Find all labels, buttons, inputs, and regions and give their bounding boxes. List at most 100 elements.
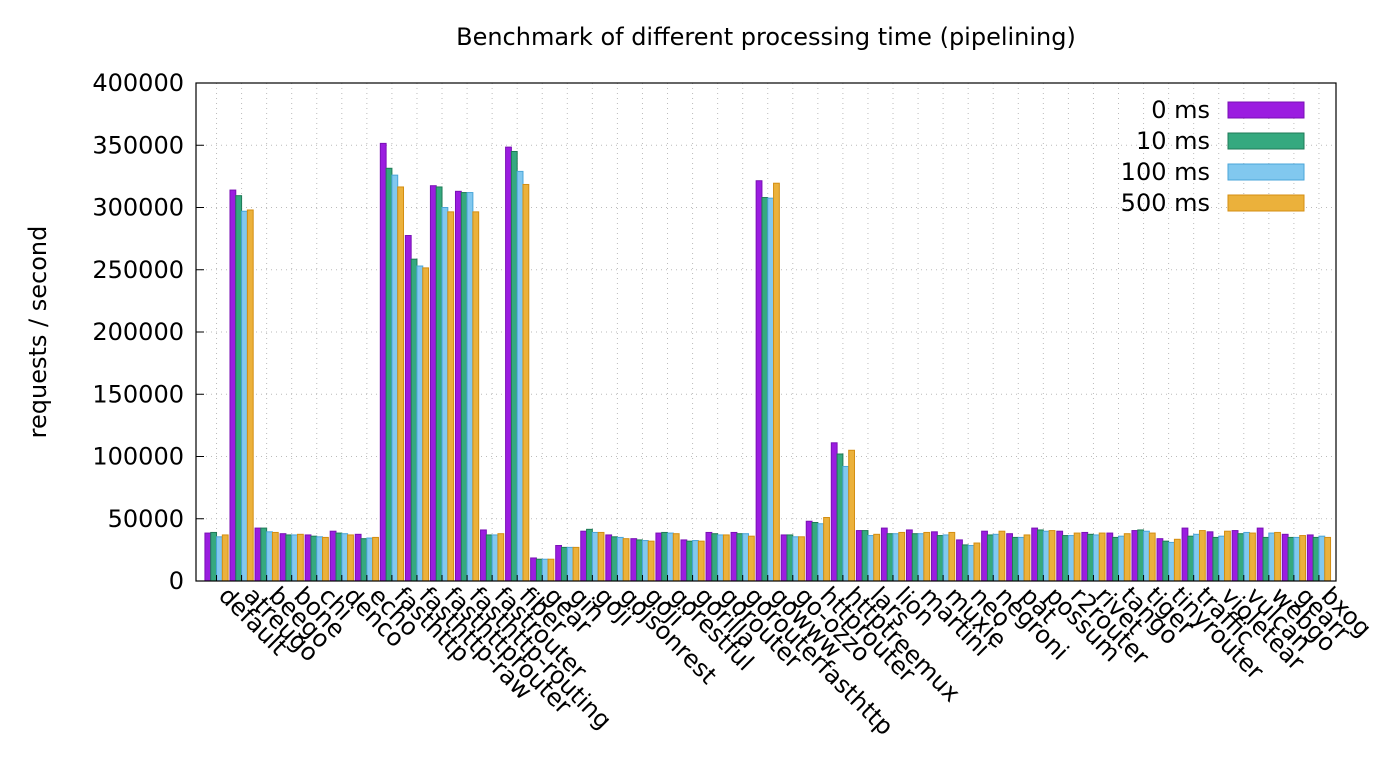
bar-500ms [773,182,780,582]
bar-500ms [873,533,881,582]
bar-10ms [210,531,218,582]
bar-500ms [823,517,830,582]
bar-0ms [1131,530,1139,582]
bar-0ms [379,142,387,582]
bar-0ms [279,533,287,582]
bar-500ms [848,449,856,582]
bar-100ms [1168,541,1175,582]
bar-10ms [861,530,869,582]
bar-10ms [435,186,443,582]
bar-100ms [842,465,850,582]
bar-10ms [385,167,393,582]
bar-100ms [892,533,900,582]
bar-500ms [372,536,379,582]
bar-500ms [622,538,630,582]
bar-100ms [391,174,399,582]
bar-0ms [981,530,988,582]
y-tick-label: 50000 [108,505,184,533]
y-tick-label: 250000 [92,256,184,284]
bar-0ms [1256,527,1264,582]
bar-0ms [1281,533,1289,582]
bar-10ms [836,453,844,582]
bar-10ms [335,532,343,582]
bar-0ms [1156,538,1164,582]
bar-100ms [341,533,349,582]
bar-500ms [522,183,530,582]
bar-10ms [360,538,368,582]
bar-100ms [591,531,599,582]
bar-100ms [767,197,775,582]
bar-100ms [1017,536,1025,582]
bar-500ms [472,211,480,582]
bar-500ms [497,533,505,582]
bar-100ms [416,265,424,582]
bar-0ms [931,531,938,582]
bar-100ms [1318,535,1326,582]
x-axis-ticks: defaultatreugobeegobonechidencoechofasth… [213,575,1377,741]
bar-500ms [447,211,455,582]
legend-label: 500 ms [1121,189,1210,217]
bar-10ms [1162,540,1170,582]
bar-500ms [1274,531,1281,582]
bar-10ms [711,533,719,582]
bar-10ms [285,534,293,582]
bar-100ms [241,210,248,582]
bar-500ms [1023,534,1031,582]
bar-500ms [246,209,254,582]
bar-500ms [397,186,405,582]
bar-100ms [1293,536,1301,582]
bar-100ms [942,534,950,582]
bar-0ms [655,532,663,582]
bar-100ms [291,534,298,582]
legend-swatch [1227,101,1305,119]
bar-0ms [1031,527,1039,582]
legend-label: 100 ms [1121,158,1210,186]
bar-10ms [535,558,543,582]
bar-10ms [310,535,318,582]
bar-100ms [441,207,449,582]
bar-100ms [1193,533,1200,582]
bar-0ms [404,235,412,582]
legend-swatch [1227,132,1305,150]
legend-label: 0 ms [1151,96,1210,124]
chart-title: Benchmark of different processing time (… [456,23,1076,51]
bar-500ms [798,536,805,582]
bar-10ms [1011,536,1019,582]
bar-500ms [647,540,655,582]
y-tick-label: 400000 [92,69,184,97]
bar-100ms [1092,534,1100,582]
bar-100ms [516,170,524,582]
bar-0ms [454,190,462,582]
bar-500ms [597,531,605,582]
bar-0ms [429,185,437,582]
bar-10ms [761,197,769,582]
bar-10ms [260,527,268,582]
bar-0ms [956,539,963,582]
bar-10ms [460,192,468,582]
bar-0ms [830,442,838,582]
bar-10ms [560,546,568,582]
bar-10ms [410,258,418,582]
bar-500ms [572,546,580,582]
bar-500ms [1148,532,1156,582]
bar-100ms [1243,531,1251,582]
bar-500ms [1224,530,1231,582]
y-tick-label: 350000 [92,131,184,159]
bar-500ms [221,534,229,582]
bar-0ms [1231,530,1239,582]
bar-100ms [266,531,273,582]
bar-0ms [530,557,537,582]
bar-0ms [905,529,913,582]
bar-100ms [641,540,649,582]
bar-500ms [347,534,354,582]
bar-0ms [630,538,638,582]
bar-10ms [1287,536,1295,582]
bar-10ms [1112,536,1120,582]
bar-0ms [680,539,688,582]
bar-0ms [1181,527,1189,582]
bar-0ms [254,527,262,582]
bar-500ms [1324,536,1332,582]
bar-10ms [1087,533,1094,582]
bar-10ms [636,539,643,582]
